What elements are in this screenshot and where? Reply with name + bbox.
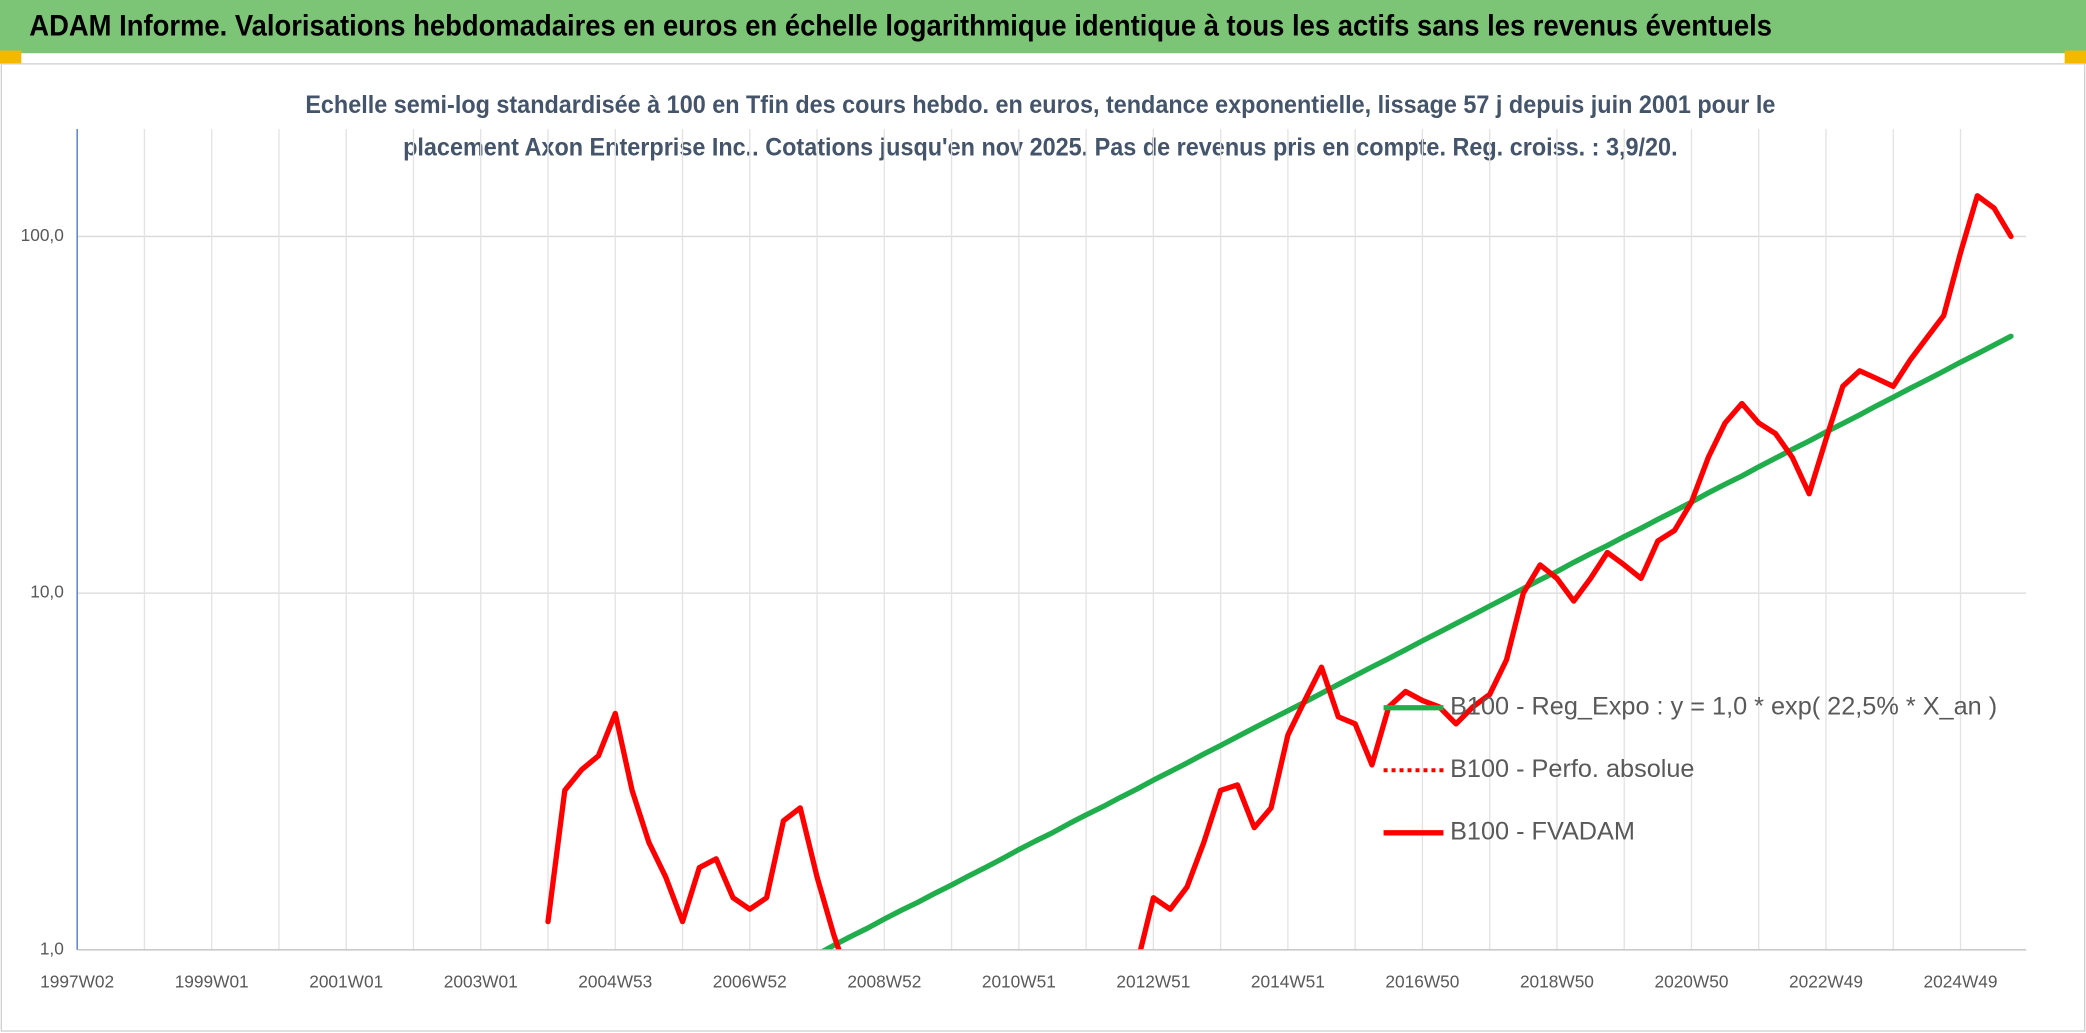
x-tick-label: 2004W53	[578, 972, 652, 992]
y-tick-label: 10,0	[30, 582, 64, 602]
x-tick-label: 2003W01	[444, 972, 518, 992]
x-tick-label: 2024W49	[1924, 972, 1998, 992]
chart-subtitle: Echelle semi-log standardisée à 100 en T…	[305, 91, 1775, 119]
x-tick-label: 2008W52	[847, 972, 921, 992]
legend-label: B100 - Perfo. absolue	[1450, 755, 1694, 783]
x-tick-label: 2014W51	[1251, 972, 1325, 992]
x-tick-label: 2001W01	[309, 972, 383, 992]
data-line	[820, 333, 2014, 950]
y-tick-label: 100,0	[21, 225, 64, 245]
x-tick-label: 2022W49	[1789, 972, 1863, 992]
data-line	[545, 193, 2014, 950]
plot-area	[545, 193, 2014, 950]
panel	[0, 63, 2086, 1032]
x-tick-label: 2016W50	[1385, 972, 1459, 992]
axes: 1,0 10,0 100,0 1997W02 1999W01 2001W01 2003W01…	[21, 129, 2027, 992]
legend-label: B100 - FVADAM	[1450, 817, 1635, 845]
x-tick-label: 2010W51	[982, 972, 1056, 992]
corner	[0, 50, 22, 64]
chart-subtitle: placement Axon Enterprise Inc.. Cotation…	[403, 134, 1677, 162]
x-tick-label: 2012W51	[1116, 972, 1190, 992]
x-tick-label: 2020W50	[1654, 972, 1728, 992]
x-tick-label: 2018W50	[1520, 972, 1594, 992]
x-tick-label: 1997W02	[40, 972, 114, 992]
chart-title: ADAM Informe. Valorisations hebdomadaire…	[29, 11, 1772, 43]
x-tick-label: 2006W52	[713, 972, 787, 992]
y-tick-label: 1,0	[40, 938, 64, 958]
grid	[77, 129, 2027, 951]
x-tick-label: 1999W01	[175, 972, 249, 992]
header-bar	[0, 0, 2086, 54]
corner	[2064, 50, 2086, 64]
legend-label: B100 - Reg_Expo : y = 1,0 * exp( 22,5% *…	[1450, 692, 1997, 720]
